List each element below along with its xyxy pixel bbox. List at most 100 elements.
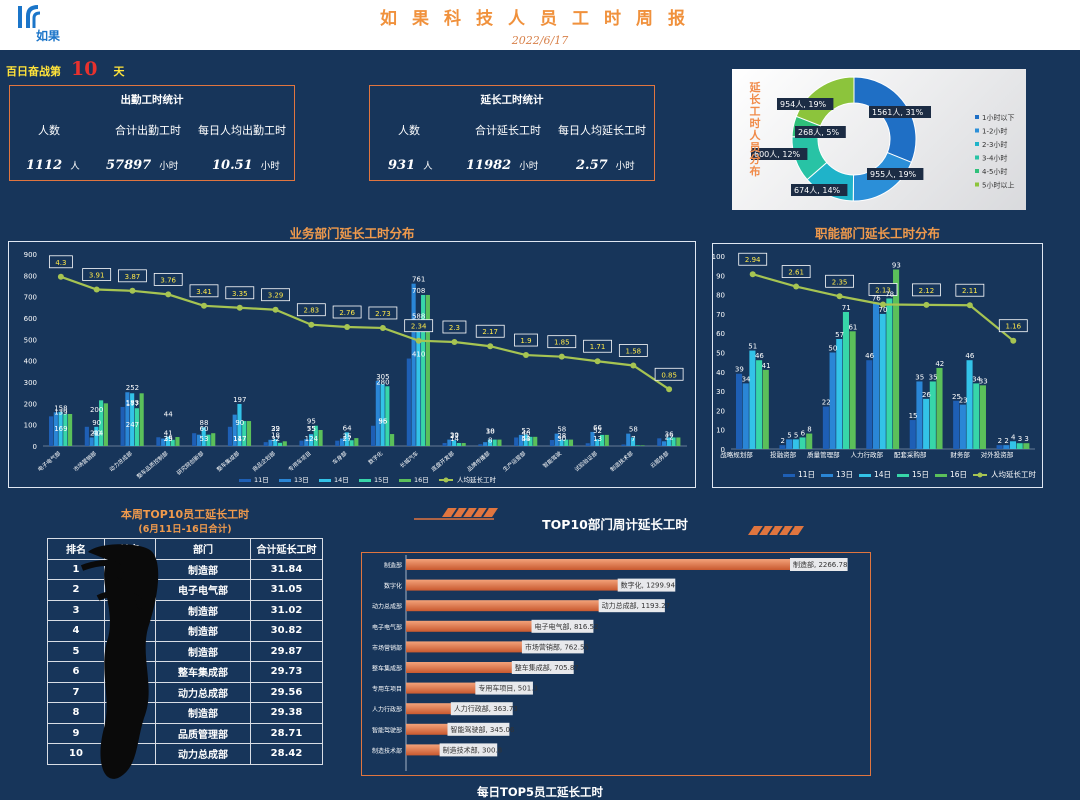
- avg-data-label: 2.73: [375, 310, 391, 318]
- legend-swatch: [399, 479, 411, 482]
- y-tick-label: 70: [716, 311, 725, 319]
- category-label: 财务部: [950, 450, 970, 459]
- bar-data-label: 71: [842, 304, 851, 312]
- bar-16日: [604, 434, 609, 446]
- avg-overtime-point: [379, 324, 386, 331]
- avg-data-label: 2.76: [339, 309, 355, 317]
- bar-16日: [390, 434, 395, 446]
- bar-15日: [842, 311, 849, 449]
- bar-data-label: 158: [54, 404, 67, 412]
- category-label: 品牌传播部: [465, 449, 492, 473]
- y-tick-label: 500: [24, 336, 37, 344]
- legend-label: 11日: [254, 476, 269, 484]
- y-tick-label: 600: [24, 315, 37, 323]
- category-label: 数字化: [366, 449, 384, 466]
- legend-label: 1小时以下: [982, 113, 1014, 122]
- bar-15日: [1016, 443, 1023, 449]
- bar-data-label: 60: [200, 425, 209, 433]
- donut-label-text: 674人, 14%: [794, 186, 841, 195]
- bar-data-label: 30: [557, 435, 566, 443]
- avg-label-box: [618, 344, 648, 357]
- avg-data-label: 2.83: [304, 307, 320, 315]
- bar-15日: [421, 294, 426, 446]
- legend-label: 3-4小时: [982, 154, 1007, 163]
- bar-data-label: 34: [972, 375, 981, 383]
- bar-16日: [806, 433, 813, 449]
- bar-data-label: 247: [126, 421, 139, 429]
- category-label: 制造技术部: [608, 449, 635, 473]
- avg-overtime-point: [793, 283, 800, 290]
- bar-data-label: 50: [828, 345, 837, 353]
- avg-label-box: [332, 305, 362, 319]
- avg-data-label: 1.85: [554, 339, 570, 347]
- dept-bar: [406, 723, 468, 735]
- bar-data-label: 35: [915, 373, 924, 381]
- bar-label-bg: [511, 661, 574, 674]
- overtime-distribution-panel: 1561人, 31% 955人, 19% 674人, 14% 600人, 12% 268…: [732, 69, 1026, 210]
- category-label: 动力总成部: [372, 603, 402, 611]
- y-tick-label: 30: [716, 388, 725, 396]
- bar-15日: [456, 443, 461, 446]
- overtime-headcount-label: 人数: [398, 124, 420, 137]
- legend-swatch: [975, 182, 979, 187]
- title-decoration-left: [414, 507, 498, 520]
- bar-data-label: 26: [922, 391, 931, 399]
- category-label: 试验验证部: [573, 449, 600, 473]
- bar-data-label: 588: [412, 313, 425, 321]
- bar-13日: [786, 439, 793, 449]
- legend-label: 15日: [912, 470, 929, 479]
- avg-label-box: [738, 252, 768, 266]
- company-logo: 如果: [18, 5, 60, 43]
- bar-16日: [568, 439, 574, 446]
- bar-15日: [599, 434, 605, 446]
- bar-14日: [559, 439, 564, 446]
- donut-title-char: 延: [749, 80, 762, 94]
- y-tick-label: 60: [716, 330, 725, 338]
- bar-data-label: 95: [378, 418, 387, 426]
- bar-data-label: 55: [307, 425, 316, 433]
- bar-label-bg: [475, 681, 533, 695]
- bar-data-label: 整车集成部, 705.87: [515, 663, 579, 672]
- bar-data-label: 14: [450, 435, 459, 443]
- bar-data-label: 专用车项目, 501.3: [478, 684, 537, 693]
- attendance-stats-panel: 出勤工时统计 人数 合计出勤工时 每日人均出勤工时 1112 人 57897 小时 …: [9, 85, 295, 181]
- category-label: 整车品质控制部: [135, 449, 170, 480]
- bar-16日: [175, 437, 180, 446]
- bar-15日: [242, 421, 247, 446]
- bar-16日: [211, 433, 216, 446]
- bar-data-label: 市场营销部, 762.55: [525, 642, 589, 651]
- bar-data-label: 34: [742, 375, 751, 383]
- bar-data-label: 8: [807, 426, 811, 434]
- bar-14日: [416, 320, 421, 446]
- bar-15日: [99, 400, 104, 446]
- dept-cell: 制造部: [155, 620, 251, 642]
- donut-title-char: 员: [750, 141, 761, 154]
- donut-data-label: 1561人, 31%: [869, 106, 931, 118]
- avg-data-label: 3.29: [268, 292, 284, 300]
- bar-data-label: 57: [835, 331, 844, 339]
- bar-11日: [514, 437, 519, 446]
- bar-16日: [425, 294, 430, 446]
- bar-11日: [156, 437, 161, 446]
- avg-overtime-point: [201, 302, 207, 309]
- bar-14日: [523, 434, 528, 446]
- countdown-days: 10: [71, 58, 98, 80]
- category-label: 配套采购部: [894, 450, 927, 459]
- dept-cell: 制造部: [155, 702, 251, 724]
- bar-data-label: 78: [885, 290, 894, 298]
- bar-15日: [799, 437, 806, 449]
- category-label: 电子电气部: [372, 623, 402, 631]
- dept-bar: [406, 662, 532, 673]
- dept-bar: [406, 744, 460, 756]
- legend-swatch: [975, 169, 979, 173]
- bar-11日: [84, 426, 89, 446]
- legend-swatch: [279, 479, 291, 482]
- bar-13日: [959, 404, 966, 449]
- bar-13日: [829, 352, 836, 449]
- legend-swatch: [239, 479, 251, 482]
- attendance-total-label: 合计出勤工时: [115, 124, 181, 137]
- avg-overtime-point: [666, 386, 673, 393]
- bar-16日: [68, 414, 73, 446]
- category-label: 人力行政部: [851, 450, 884, 459]
- avg-data-label: 3.41: [196, 288, 212, 296]
